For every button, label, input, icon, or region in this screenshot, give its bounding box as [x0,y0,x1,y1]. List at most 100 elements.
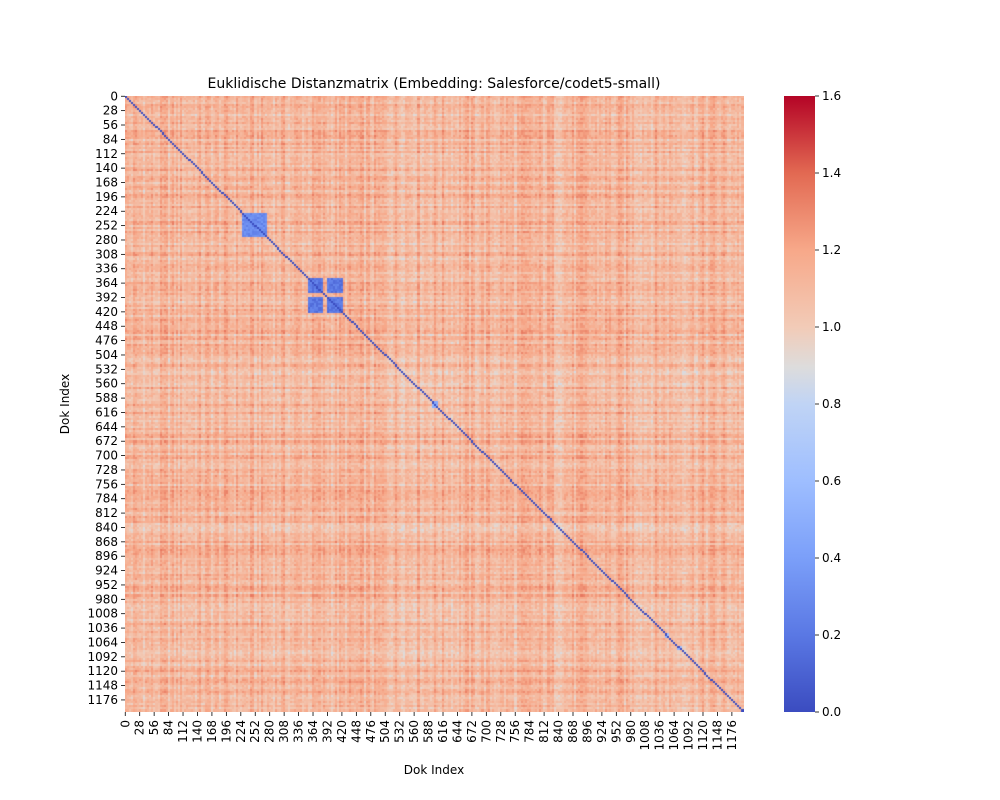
x-tick-label: 588 [422,720,436,743]
y-tick-label: 392 [95,290,118,304]
y-tick-label: 616 [95,405,118,419]
y-tick-label: 84 [103,132,118,146]
y-tick-label: 1036 [87,621,118,635]
x-tick-label: 560 [407,720,421,743]
x-tick-label: 392 [320,720,334,743]
x-tick-label: 672 [465,720,479,743]
y-tick-label: 504 [95,348,118,362]
x-tick-label: 1064 [667,720,681,751]
x-tick-label: 1092 [682,720,696,751]
x-tick-label: 1120 [696,720,710,751]
y-tick-label: 812 [95,506,118,520]
y-tick-label: 644 [95,420,118,434]
x-tick-label: 504 [378,720,392,743]
y-tick-label: 168 [95,175,118,189]
x-tick-label: 0 [118,720,132,728]
x-axis-label: Dok Index [404,763,464,777]
colorbar-tick-label: 1.6 [822,89,841,103]
x-tick-label: 1176 [725,720,739,751]
y-tick-label: 784 [95,492,118,506]
x-tick-label: 868 [566,720,580,743]
y-tick-label: 140 [95,161,118,175]
y-axis-ticks: 0285684112140168196224252280308336364392… [87,89,125,707]
x-tick-label: 784 [523,720,537,743]
x-tick-label: 896 [580,720,594,743]
y-tick-label: 868 [95,535,118,549]
x-tick-label: 700 [479,720,493,743]
chart-title: Euklidische Distanzmatrix (Embedding: Sa… [208,76,661,92]
y-tick-label: 700 [95,449,118,463]
colorbar-ticks: 0.0 0.2 0.4 0.6 0.8 1.0 1.2 1.4 1.6 [815,89,841,719]
x-tick-label: 28 [133,720,147,735]
x-tick-label: 224 [234,720,248,743]
y-tick-label: 56 [103,118,118,132]
y-axis-label: Dok Index [58,374,72,434]
x-tick-label: 840 [552,720,566,743]
y-tick-label: 1092 [87,650,118,664]
y-tick-label: 980 [95,592,118,606]
y-tick-label: 532 [95,362,118,376]
y-tick-label: 224 [95,204,118,218]
x-tick-label: 644 [450,720,464,743]
colorbar-tick-label: 0.0 [822,705,841,719]
x-tick-label: 728 [494,720,508,743]
x-tick-label: 308 [277,720,291,743]
y-tick-label: 448 [95,319,118,333]
x-tick-label: 420 [335,720,349,743]
x-tick-label: 812 [537,720,551,743]
heatmap-canvas-holder [125,96,744,712]
y-tick-label: 252 [95,219,118,233]
y-tick-label: 588 [95,391,118,405]
x-axis-ticks: 0 28 56 84 112 140 168 196 224 252 280 308 336 364 392… [118,712,739,751]
y-tick-label: 924 [95,564,118,578]
y-tick-label: 672 [95,434,118,448]
x-tick-label: 756 [508,720,522,743]
y-tick-label: 196 [95,190,118,204]
y-tick-label: 280 [95,233,118,247]
colorbar-tick-label: 1.4 [822,166,841,180]
colorbar: 0.0 0.2 0.4 0.6 0.8 1.0 1.2 1.4 1.6 [784,89,841,719]
colorbar-tick-label: 0.8 [822,397,841,411]
y-tick-label: 364 [95,276,118,290]
colorbar-tick-label: 1.0 [822,320,841,334]
y-tick-label: 1120 [87,664,118,678]
y-tick-label: 476 [95,334,118,348]
y-tick-label: 336 [95,262,118,276]
x-tick-label: 168 [205,720,219,743]
colorbar-tick-label: 0.2 [822,628,841,642]
colorbar-tick-label: 0.4 [822,551,841,565]
x-tick-label: 252 [248,720,262,743]
y-tick-label: 756 [95,477,118,491]
heatmap-canvas [125,96,744,712]
y-tick-label: 308 [95,247,118,261]
x-tick-label: 196 [219,720,233,743]
x-tick-label: 364 [306,720,320,743]
y-tick-label: 0 [110,89,118,103]
y-tick-label: 28 [103,104,118,118]
x-tick-label: 1008 [638,720,652,751]
colorbar-tick-label: 1.2 [822,243,841,257]
x-tick-label: 1148 [710,720,724,751]
y-tick-label: 112 [95,147,118,161]
x-tick-label: 112 [176,720,190,743]
x-tick-label: 980 [624,720,638,743]
y-tick-label: 952 [95,578,118,592]
x-tick-label: 1036 [653,720,667,751]
y-tick-label: 896 [95,549,118,563]
heatmap-plot-area [125,96,744,712]
x-tick-label: 56 [147,720,161,735]
x-tick-label: 532 [393,720,407,743]
y-tick-label: 1176 [87,693,118,707]
y-tick-label: 728 [95,463,118,477]
x-tick-label: 924 [595,720,609,743]
y-tick-label: 1008 [87,607,118,621]
colorbar-tick-label: 0.6 [822,474,841,488]
x-tick-label: 336 [292,720,306,743]
colorbar-gradient [784,96,815,712]
y-tick-label: 840 [95,520,118,534]
x-tick-label: 84 [162,720,176,735]
y-tick-label: 1148 [87,679,118,693]
x-tick-label: 616 [436,720,450,743]
x-tick-label: 140 [190,720,204,743]
